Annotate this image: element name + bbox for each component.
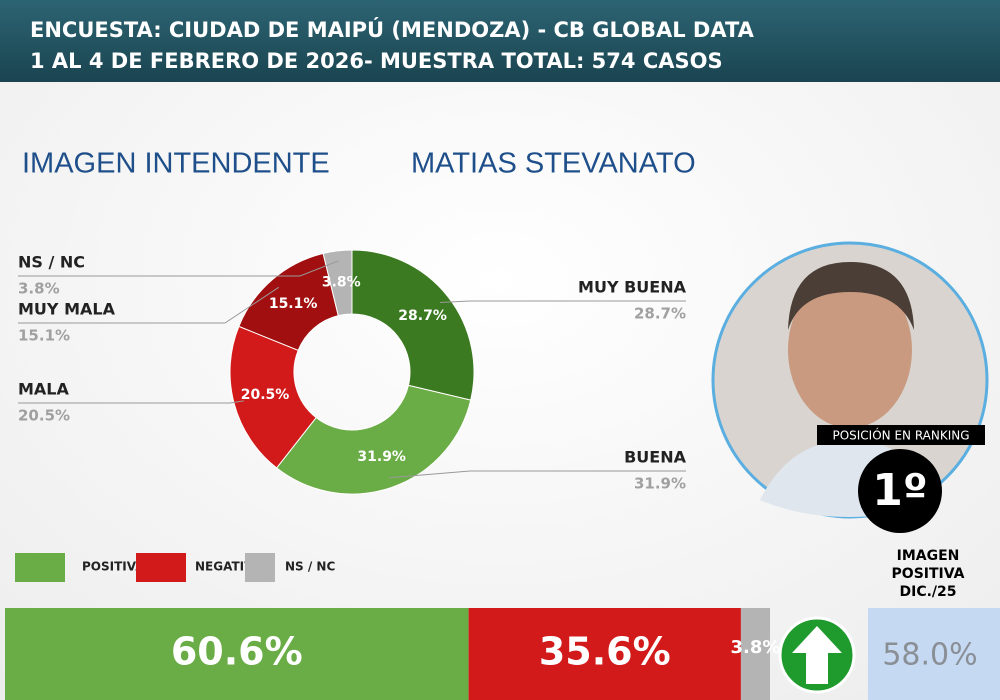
photo-hair <box>788 262 914 330</box>
category-value: 15.1% <box>18 327 70 345</box>
header-band <box>0 0 1000 82</box>
ranking-label: POSICIÓN EN RANKING <box>832 428 969 443</box>
leader-line <box>388 470 686 479</box>
previous-box <box>868 608 1000 700</box>
bar-label: 60.6% <box>171 630 303 674</box>
subtitle: IMAGEN INTENDENTE <box>22 148 330 180</box>
bar-segment <box>468 608 741 700</box>
legend-swatch <box>15 553 65 582</box>
previous-value: 58.0% <box>882 638 977 673</box>
trend-arrow <box>792 626 842 684</box>
previous-label: DIC./25 <box>899 584 956 600</box>
category-value: 3.8% <box>18 280 60 298</box>
header-line: ENCUESTA: CIUDAD DE MAIPÚ (MENDOZA) - CB… <box>30 17 755 42</box>
subtitle: MATIAS STEVANATO <box>411 148 696 180</box>
legend-label: POSITIVA <box>82 560 145 574</box>
legend-swatch <box>245 553 275 582</box>
leader-line <box>439 300 686 304</box>
photo-face <box>788 272 912 428</box>
category-label: BUENA <box>624 448 687 467</box>
category-label: NS / NC <box>18 253 85 272</box>
ranking-value: 1º <box>872 465 927 516</box>
bar-segment <box>5 608 469 700</box>
slice-label: 28.7% <box>398 308 447 324</box>
leader-line <box>18 400 244 404</box>
previous-label: IMAGEN <box>897 548 960 564</box>
category-label: MUY BUENA <box>578 278 687 297</box>
slice-label: 15.1% <box>269 296 318 312</box>
ranking-badge <box>858 449 942 533</box>
legend-swatch <box>136 553 186 582</box>
slice-label: 31.9% <box>357 449 406 465</box>
donut-slice <box>275 384 472 495</box>
bar-label: 3.8% <box>731 637 781 658</box>
bar-label: 35.6% <box>539 630 671 674</box>
donut-slice <box>351 249 475 401</box>
donut-slice <box>229 325 317 469</box>
category-value: 28.7% <box>634 305 686 323</box>
ranking-label-bg <box>817 425 985 445</box>
bar-segment <box>740 608 770 700</box>
category-label: MUY MALA <box>18 300 116 319</box>
leader-line <box>18 286 280 324</box>
donut-slice <box>322 249 353 317</box>
header-line: 1 AL 4 DE FEBRERO DE 2026- MUESTRA TOTAL… <box>30 49 723 73</box>
slice-label: 3.8% <box>322 275 361 291</box>
category-value: 31.9% <box>634 475 686 493</box>
leader-line <box>18 260 339 277</box>
legend-label: NS / NC <box>285 560 335 574</box>
slice-label: 20.5% <box>241 387 290 403</box>
previous-label: POSITIVA <box>892 566 965 582</box>
category-label: MALA <box>18 380 70 399</box>
category-value: 20.5% <box>18 407 70 425</box>
